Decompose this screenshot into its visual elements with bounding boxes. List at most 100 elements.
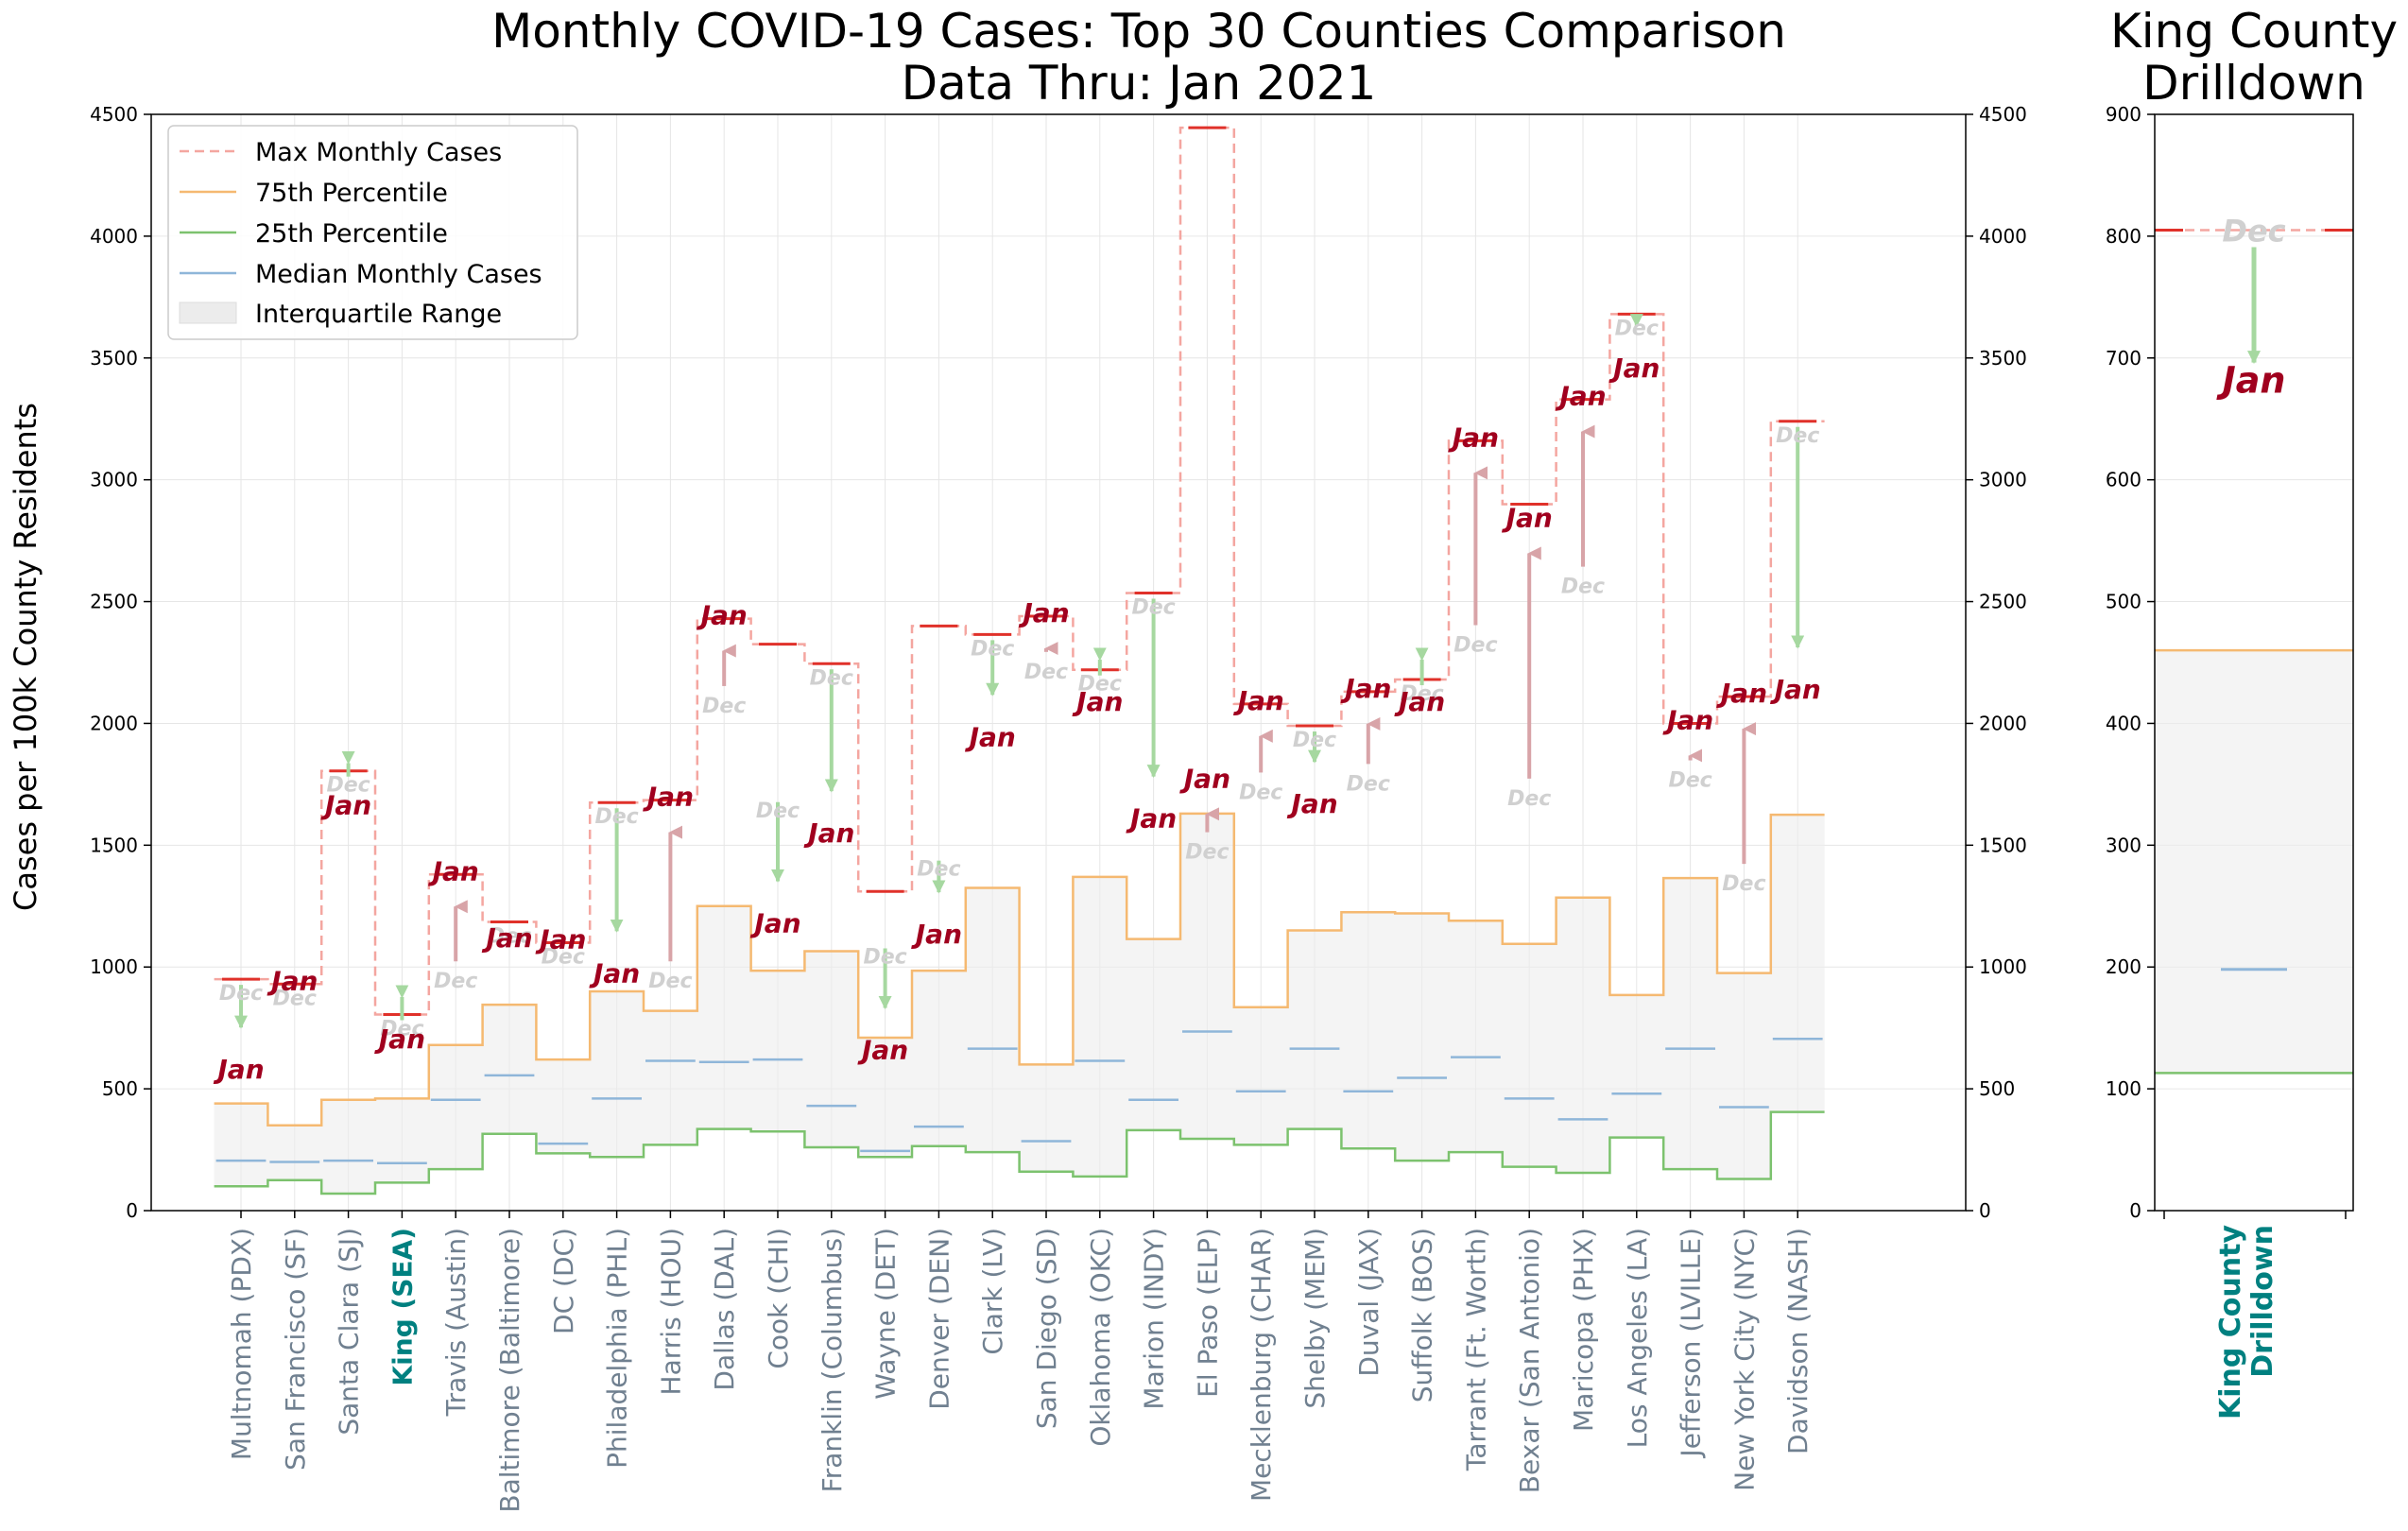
x-tick-label: Duval (JAX) <box>1353 1228 1385 1377</box>
x-tick-label: Multnomah (PDX) <box>226 1228 257 1460</box>
x-tick-label-highlighted: King (SEA) <box>387 1228 418 1386</box>
p75-line <box>214 812 1825 1127</box>
x-tick-label: New York City (NYC) <box>1729 1228 1760 1491</box>
dec-label: Dec <box>1024 661 1068 684</box>
y-tick-label-left: 1000 <box>90 955 138 978</box>
dec-label: Dec <box>1668 769 1711 793</box>
dec-label: Dec <box>1078 673 1122 697</box>
jan-label: Jan <box>965 721 1016 752</box>
y-axis-left-ticks: 0 500 1000 1500 2000 2500 3000 3500 4000 4500 <box>90 103 151 1222</box>
legend-label-iqr: Interquartile Range <box>255 300 502 329</box>
y-tick-label-left: 1500 <box>90 834 138 856</box>
dec-label: Dec <box>1722 872 1765 896</box>
drill-title-line1: King County <box>2110 4 2398 59</box>
y-axis-label: Cases per 100k County Residents <box>8 403 43 911</box>
jan-label: Jan <box>267 965 318 996</box>
drill-plot-content: Dec Jan <box>2155 213 2353 1075</box>
jan-label: Jan <box>1770 674 1821 705</box>
jan-label: Jan <box>643 782 694 813</box>
drill-xlabel-line2: Drilldown <box>2246 1225 2279 1378</box>
legend: Max Monthly Cases 75th Percentile 25th P… <box>167 125 578 340</box>
jan-label: Jan <box>1555 381 1606 412</box>
x-tick-label: Suffolk (BOS) <box>1407 1228 1438 1402</box>
legend-label-p75: 75th Percentile <box>255 179 448 208</box>
drill-xlabel-line1: King County <box>2214 1225 2247 1419</box>
jan-label: Jan <box>428 855 479 886</box>
jan-label: Jan <box>1018 597 1069 628</box>
legend-label-median: Median Monthly Cases <box>255 260 542 289</box>
max-cases-line <box>214 126 1825 1016</box>
x-tick-label: San Diego (SD) <box>1031 1228 1062 1429</box>
main-title-line1: Monthly COVID-19 Cases: Top 30 Counties … <box>491 4 1786 59</box>
dec-label: Dec <box>917 858 960 882</box>
dec-label: Dec <box>488 925 531 949</box>
x-tick-label: Tarrant (Ft. Worth) <box>1460 1228 1491 1471</box>
main-plot-frame <box>150 113 1967 1212</box>
y-tick-label-left: 0 <box>126 1199 138 1222</box>
drill-y-tick-label: 400 <box>2106 712 2141 734</box>
dec-label: Dec <box>1293 729 1336 752</box>
dec-label: Dec <box>971 637 1014 661</box>
y-tick-label-right: 3500 <box>1979 347 2027 370</box>
dec-label: Dec <box>1453 633 1497 657</box>
drill-y-tick-label: 900 <box>2106 103 2141 126</box>
drill-dec-label: Dec <box>2222 213 2285 249</box>
y-tick-label-left: 500 <box>102 1077 138 1100</box>
dec-label: Dec <box>1131 596 1175 620</box>
drill-y-tick-label: 500 <box>2106 591 2141 613</box>
x-tick-label: Mecklenburg (CHAR) <box>1246 1228 1277 1502</box>
dec-label: Dec <box>380 1017 423 1041</box>
y-axis-right-ticks: 0 500 1000 1500 2000 2500 3000 3500 4000 4500 <box>1966 103 2027 1222</box>
y-tick-label-right: 500 <box>1979 1077 2015 1100</box>
jan-label: Jan <box>535 923 586 955</box>
x-tick-label: Denver (DEN) <box>923 1228 955 1410</box>
drill-y-tick-label: 800 <box>2106 225 2141 248</box>
jan-label: Jan <box>1233 685 1284 716</box>
x-tick-label: Cook (CHI) <box>763 1228 794 1369</box>
x-tick-label: Shelby (MEM) <box>1299 1228 1331 1409</box>
y-tick-label-left: 2500 <box>90 591 138 613</box>
dec-label: Dec <box>1239 781 1282 804</box>
drill-y-axis-ticks: 0 100 200 300 400 500 600 700 800 900 <box>2106 103 2155 1222</box>
y-tick-label-left: 4500 <box>90 103 138 126</box>
month-labels: DecJanDecJanDecJanDecJanDecJanDecJanDecJ… <box>213 317 1820 1085</box>
drill-y-tick-label: 700 <box>2106 347 2141 370</box>
jan-label: Jan <box>1608 353 1660 384</box>
dec-label: Dec <box>810 666 853 690</box>
drill-y-tick-label: 300 <box>2106 834 2141 856</box>
y-tick-label-right: 1500 <box>1979 834 2027 856</box>
x-tick-label: Marion (INDY) <box>1139 1228 1170 1410</box>
x-tick-label: Baltimore (Baltimore) <box>494 1228 525 1513</box>
series-lines <box>214 126 1825 1196</box>
dec-label: Dec <box>1615 317 1659 340</box>
x-tick-label: Oklahoma (OKC) <box>1085 1228 1116 1447</box>
jan-label: Jan <box>1394 686 1445 717</box>
x-tick-label: Davidson (NASH) <box>1782 1228 1814 1454</box>
y-tick-label-right: 4000 <box>1979 225 2027 248</box>
dec-label: Dec <box>702 695 746 718</box>
y-tick-label-right: 2500 <box>1979 591 2027 613</box>
drilldown-panel: King County Drilldown Dec Jan 0 100 200 300 4… <box>2106 4 2398 1419</box>
jan-label: Jan <box>1662 704 1713 735</box>
jan-label: Jan <box>911 919 962 950</box>
dec-label: Dec <box>273 987 317 1010</box>
x-tick-label: Dallas (DAL) <box>709 1228 740 1391</box>
drill-title-line2: Drilldown <box>2142 56 2365 111</box>
y-tick-label-left: 2000 <box>90 712 138 734</box>
drill-y-tick-label: 0 <box>2129 1199 2141 1222</box>
dec-label: Dec <box>1776 424 1819 448</box>
y-tick-label-right: 0 <box>1979 1199 1991 1222</box>
jan-label: Jan <box>481 922 532 954</box>
x-tick-label: Bexar (San Antonio) <box>1514 1228 1545 1493</box>
dec-label: Dec <box>219 982 263 1006</box>
y-tick-label-left: 3000 <box>90 469 138 491</box>
x-tick-label: Maricopa (PHX) <box>1568 1228 1599 1432</box>
x-tick-label: El Paso (ELP) <box>1192 1228 1223 1398</box>
x-tick-label: DC (DC) <box>548 1228 579 1334</box>
y-tick-label-right: 4500 <box>1979 103 2027 126</box>
jan-label: Jan <box>1716 678 1767 709</box>
drill-y-tick-label: 100 <box>2106 1077 2141 1100</box>
x-tick-label: Travis (Austin) <box>440 1228 472 1417</box>
jan-label: Jan <box>1286 788 1337 819</box>
